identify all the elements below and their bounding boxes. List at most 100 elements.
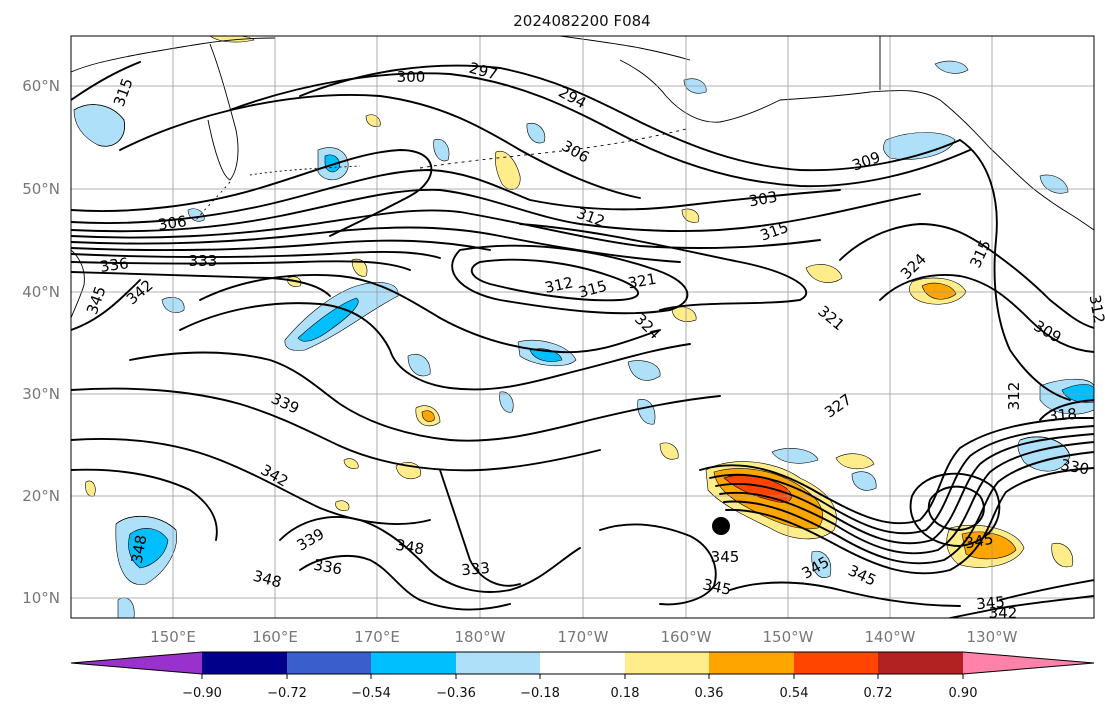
thin-contour — [73, 104, 126, 147]
contour-line — [71, 387, 601, 472]
colorbar-labels: −0.90 −0.72 −0.54 −0.36 −0.18 0.18 0.36 … — [182, 686, 977, 701]
contour-line — [299, 554, 511, 611]
contour-line — [927, 485, 985, 531]
contour-label: 336 — [312, 556, 343, 579]
negative-anomaly-region — [811, 550, 832, 578]
coastline-alaska-south — [779, 90, 1036, 191]
colorbar-segment — [878, 652, 963, 674]
negative-anomaly-region — [934, 60, 969, 74]
contour-line — [999, 579, 1094, 601]
map-title: 2024082200 F084 — [513, 12, 650, 30]
coastline-alaska-west — [619, 59, 781, 123]
lat-tick-label: 60°N — [22, 77, 60, 95]
contour-label: 330 — [1059, 456, 1090, 479]
colorbar-segment — [625, 652, 709, 674]
coastline-siberia — [71, 37, 276, 73]
positive-anomaly-region — [351, 258, 368, 277]
lon-tick-label: 180°W — [455, 628, 506, 646]
lon-tick-label: 170°W — [558, 628, 609, 646]
contour-line — [71, 271, 331, 297]
colorbar-label: 0.18 — [611, 686, 640, 701]
contour-label: 318 — [1048, 405, 1078, 425]
contour-line — [71, 209, 821, 249]
coastline-aleutian-islands — [419, 127, 691, 169]
contour-label: 348 — [394, 536, 425, 559]
positive-anomaly-region — [1051, 542, 1074, 568]
negative-anomaly-region — [883, 132, 956, 160]
colorbar-label: 0.90 — [949, 686, 978, 701]
contour-line — [71, 250, 441, 259]
contour-line — [129, 351, 721, 442]
lon-tick-label: 140°W — [865, 628, 916, 646]
negative-anomaly-region — [851, 471, 877, 491]
coastline-kamchatka — [207, 43, 239, 181]
colorbar-label: 0.54 — [780, 686, 809, 701]
contour-lines — [71, 61, 1094, 618]
contour-line — [71, 239, 491, 252]
positive-anomaly-region — [209, 36, 255, 43]
contour-line — [71, 61, 141, 101]
contour-line — [71, 169, 841, 224]
negative-anomaly-region — [771, 448, 819, 464]
negative-anomaly-region — [627, 360, 661, 381]
positive-anomaly-region — [343, 458, 359, 469]
colorbar-ticks — [201, 674, 964, 679]
colorbar-segment — [456, 652, 540, 674]
lat-tick-label: 30°N — [22, 385, 60, 403]
contour-label: 345 — [963, 530, 994, 553]
coastline-chukotka — [559, 36, 691, 61]
contour-line — [119, 94, 641, 199]
positive-anomaly-core — [921, 282, 957, 300]
contour-label: 312 — [543, 273, 575, 297]
colorbar-label: 0.36 — [695, 686, 724, 701]
colorbar-segments — [70, 651, 1095, 675]
lon-tick-label: 130°W — [967, 628, 1018, 646]
contour-line — [179, 302, 691, 391]
contour-label: 345 — [976, 593, 1006, 613]
coastline-aleutian-chain — [249, 165, 361, 176]
colorbar-segment — [709, 652, 794, 674]
positive-anomaly-region — [835, 453, 875, 470]
contour-line — [949, 595, 1094, 618]
contour-line — [719, 441, 1094, 555]
negative-anomaly-core — [1061, 384, 1094, 403]
contour-label: 321 — [626, 270, 657, 293]
colorbar: −0.90 −0.72 −0.54 −0.36 −0.18 0.18 0.36 … — [70, 651, 1095, 701]
thin-contour — [115, 515, 177, 531]
positive-anomaly-region — [659, 442, 679, 460]
lon-tick-label: 160°W — [661, 628, 712, 646]
contour-line — [279, 516, 581, 593]
contour-label: 345 — [701, 575, 733, 599]
longitude-axis: 150°E 160°E 170°E 180°W 170°W 160°W 150°… — [150, 628, 1017, 646]
contour-line — [909, 472, 1001, 547]
contour-line — [725, 467, 1094, 575]
contour-line — [71, 279, 141, 331]
graticule — [71, 36, 1094, 618]
contour-line — [699, 417, 1094, 525]
contour-line — [199, 274, 661, 354]
map-frame — [70, 35, 1095, 619]
negative-anomaly-core — [128, 528, 169, 569]
coastlines — [71, 36, 1094, 319]
negative-anomaly-region — [637, 399, 656, 425]
contour-line — [71, 149, 433, 237]
contour-line — [229, 72, 971, 188]
negative-anomaly-region — [526, 122, 546, 144]
colorbar-segment — [202, 652, 287, 674]
contour-line — [519, 223, 808, 311]
lat-tick-label: 50°N — [22, 180, 60, 198]
contour-line — [71, 188, 921, 233]
contour-line — [470, 258, 640, 302]
lon-tick-label: 170°E — [354, 628, 400, 646]
positive-anomaly-region — [335, 500, 350, 511]
contour-label: 312 — [1086, 293, 1105, 324]
lat-tick-label: 10°N — [22, 589, 60, 607]
positive-anomaly-core — [421, 410, 435, 422]
lon-tick-label: 150°E — [150, 628, 196, 646]
colorbar-segment — [963, 652, 1094, 674]
contour-label: 348 — [128, 533, 151, 564]
contour-line — [71, 468, 218, 541]
colorbar-segment — [371, 652, 456, 674]
negative-anomaly-region — [499, 391, 514, 413]
